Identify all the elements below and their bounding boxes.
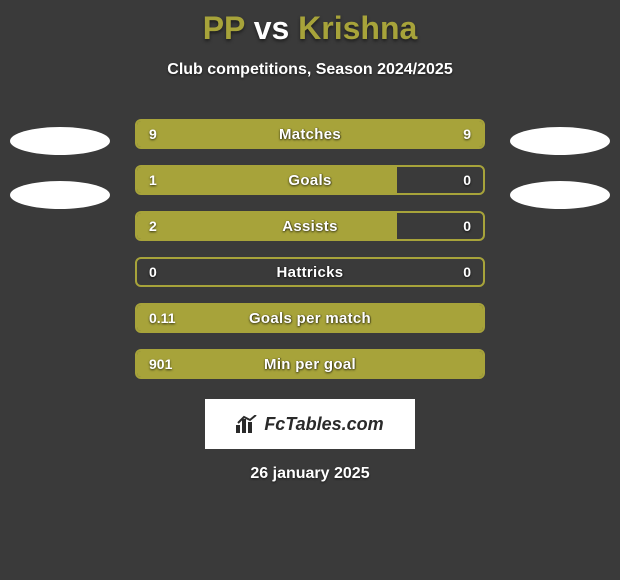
bar-label: Goals per match bbox=[137, 305, 483, 331]
bar-label: Min per goal bbox=[137, 351, 483, 377]
brand-text: FcTables.com bbox=[264, 414, 383, 435]
bar-label: Assists bbox=[137, 213, 483, 239]
stat-bar: 99Matches bbox=[135, 119, 485, 149]
brand-logo: FcTables.com bbox=[205, 399, 415, 449]
bar-label: Goals bbox=[137, 167, 483, 193]
bar-label: Hattricks bbox=[137, 259, 483, 285]
bars-container: 99Matches 10Goals 20Assists 00Hattricks 0.11… bbox=[135, 119, 485, 395]
stat-bar: 20Assists bbox=[135, 211, 485, 241]
avatar-right-col bbox=[500, 119, 620, 209]
title-player2: Krishna bbox=[298, 10, 417, 46]
avatar-left-col bbox=[0, 119, 120, 209]
avatar-right-1 bbox=[510, 127, 610, 155]
subtitle: Club competitions, Season 2024/2025 bbox=[0, 61, 620, 79]
bar-label: Matches bbox=[137, 121, 483, 147]
title-player1: PP bbox=[203, 10, 245, 46]
stat-bar: 0.11Goals per match bbox=[135, 303, 485, 333]
chart-icon bbox=[236, 415, 258, 433]
stat-bar: 00Hattricks bbox=[135, 257, 485, 287]
title-vs: vs bbox=[254, 10, 290, 46]
avatar-right-2 bbox=[510, 181, 610, 209]
content-row: 99Matches 10Goals 20Assists 00Hattricks 0.11… bbox=[0, 119, 620, 395]
avatar-left-1 bbox=[10, 127, 110, 155]
stat-bar: 10Goals bbox=[135, 165, 485, 195]
footer-date: 26 january 2025 bbox=[0, 465, 620, 483]
stat-bar: 901Min per goal bbox=[135, 349, 485, 379]
avatar-left-2 bbox=[10, 181, 110, 209]
page-title: PP vs Krishna bbox=[0, 0, 620, 47]
